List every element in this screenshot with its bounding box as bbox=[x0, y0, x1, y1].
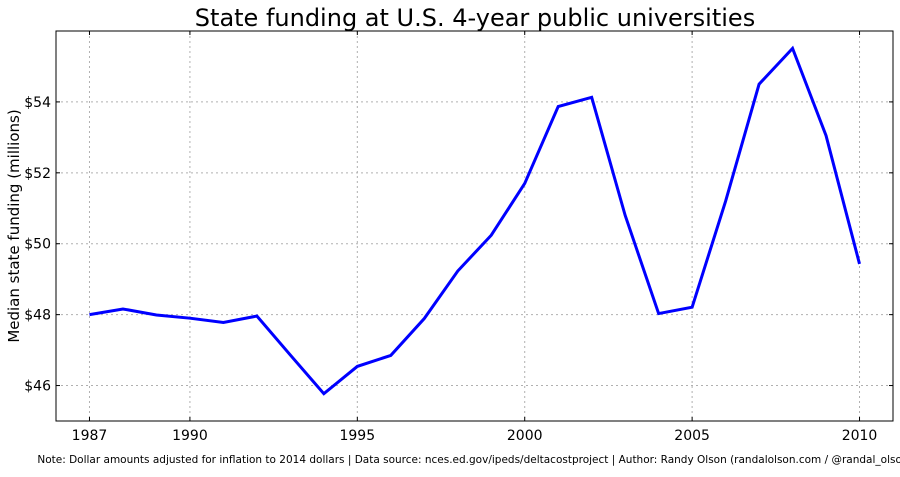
y-tick-label: $54 bbox=[24, 95, 51, 111]
funding-line bbox=[89, 45, 861, 396]
y-tick-label: $52 bbox=[24, 166, 51, 182]
x-tick-label: 2000 bbox=[507, 428, 543, 444]
x-tick-label: 1990 bbox=[172, 428, 208, 444]
y-tick-label: $48 bbox=[24, 308, 51, 324]
series bbox=[89, 45, 861, 396]
x-tick-label: 1987 bbox=[72, 428, 108, 444]
footer-note: Note: Dollar amounts adjusted for inflat… bbox=[37, 454, 900, 466]
chart-title: State funding at U.S. 4-year public univ… bbox=[195, 4, 755, 32]
y-tick-label: $50 bbox=[24, 237, 51, 253]
ticks: 1987 1990 1995 2000 2005 2010 $46 $48 $50 $52 $54 bbox=[24, 31, 893, 444]
x-tick-label: 2010 bbox=[842, 428, 878, 444]
x-tick-label: 2005 bbox=[674, 428, 710, 444]
x-tick-label: 1995 bbox=[339, 428, 375, 444]
y-axis-label: Median state funding (millions) bbox=[5, 109, 23, 342]
y-tick-label: $46 bbox=[24, 379, 51, 395]
grid bbox=[56, 31, 893, 421]
plot-frame bbox=[55, 30, 894, 422]
